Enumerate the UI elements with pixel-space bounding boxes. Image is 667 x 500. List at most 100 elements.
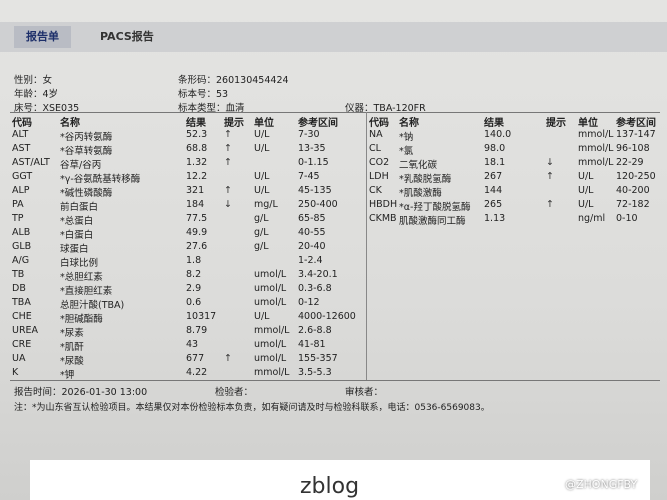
cell-result: 0.6 (186, 297, 202, 308)
cell-result: 1.13 (484, 213, 506, 224)
cell-flag: ↑ (546, 171, 554, 182)
cell-ref: 7-30 (298, 129, 320, 140)
column-header: 单位 (254, 118, 274, 129)
cell-ref: 72-182 (616, 199, 650, 210)
tab-bar (0, 22, 667, 52)
cell-unit: U/L (254, 143, 270, 154)
cell-code: TP (12, 213, 24, 224)
cell-flag: ↑ (546, 199, 554, 210)
cell-ref: 7-45 (298, 171, 320, 182)
cell-ref: 96-108 (616, 143, 650, 154)
column-header: 名称 (60, 118, 80, 129)
cell-code: ALB (12, 227, 31, 238)
column-header: 参考区间 (616, 118, 656, 129)
cell-result: 98.0 (484, 143, 506, 154)
cell-ref: 0-1.15 (298, 157, 329, 168)
cell-code: K (12, 367, 19, 378)
watermark-handle: @ZHONGFBY (565, 478, 638, 491)
cell-unit: U/L (578, 199, 594, 210)
cell-result: 144 (484, 185, 503, 196)
cell-unit: mmol/L (578, 143, 614, 154)
cell-result: 1.32 (186, 157, 208, 168)
cell-ref: 1-2.4 (298, 255, 323, 266)
cell-unit: umol/L (254, 283, 287, 294)
cell-unit: umol/L (254, 339, 287, 350)
cell-name: 肌酸激酶同工酶 (399, 216, 466, 227)
tester: 检验者： (215, 387, 254, 398)
cell-result: 52.3 (186, 129, 208, 140)
cell-code: CO2 (369, 157, 390, 168)
report-time: 报告时间：2026-01-30 13:00 (14, 387, 148, 398)
cell-ref: 0-12 (298, 297, 320, 308)
cell-ref: 3.5-5.3 (298, 367, 332, 378)
cell-name: *钠 (399, 132, 414, 143)
column-header: 名称 (399, 118, 419, 129)
cell-ref: 40-55 (298, 227, 326, 238)
cell-ref: 120-250 (616, 171, 656, 182)
cell-code: UREA (12, 325, 39, 336)
info: 仪器：TBA-120FR (345, 103, 426, 114)
cell-name: 谷草/谷丙 (60, 160, 102, 171)
cell-unit: U/L (578, 185, 594, 196)
cell-result: 2.9 (186, 283, 202, 294)
cell-result: 8.79 (186, 325, 208, 336)
cell-flag: ↑ (224, 143, 232, 154)
cell-result: 184 (186, 199, 205, 210)
tab[interactable]: 报告单 (14, 26, 71, 48)
cell-name: *碱性磷酸酶 (60, 188, 113, 199)
reviewer: 审核者： (345, 387, 384, 398)
cell-code: CHE (12, 311, 32, 322)
cell-name: *钾 (60, 370, 75, 381)
cell-result: 677 (186, 353, 205, 364)
divider (10, 380, 660, 381)
cell-result: 12.2 (186, 171, 208, 182)
cell-name: *总蛋白 (60, 216, 94, 227)
cell-flag: ↓ (224, 199, 232, 210)
cell-result: 49.9 (186, 227, 208, 238)
cell-result: 27.6 (186, 241, 208, 252)
cell-ref: 40-200 (616, 185, 650, 196)
info: 标本号：53 (178, 89, 229, 100)
cell-code: NA (369, 129, 383, 140)
cell-code: DB (12, 283, 26, 294)
cell-unit: g/L (254, 227, 269, 238)
cell-code: A/G (12, 255, 30, 266)
info: 床号：XSE035 (14, 103, 80, 114)
cell-result: 267 (484, 171, 503, 182)
tab[interactable]: PACS报告 (100, 30, 154, 43)
column-header: 结果 (484, 118, 504, 129)
cell-name: *谷丙转氨酶 (60, 132, 113, 143)
cell-name: 前白蛋白 (60, 202, 99, 213)
cell-name: 球蛋白 (60, 244, 89, 255)
cell-flag: ↑ (224, 157, 232, 168)
cell-flag: ↑ (224, 353, 232, 364)
watermark-site: zblog (300, 474, 360, 499)
column-header: 提示 (224, 118, 244, 129)
cell-ref: 45-135 (298, 185, 332, 196)
cell-unit: g/L (254, 213, 269, 224)
column-header: 提示 (546, 118, 566, 129)
cell-code: TB (12, 269, 25, 280)
cell-ref: 3.4-20.1 (298, 269, 338, 280)
cell-name: 二氧化碳 (399, 160, 438, 171)
cell-result: 140.0 (484, 129, 512, 140)
cell-unit: umol/L (254, 269, 287, 280)
info: 条形码：260130454424 (178, 75, 289, 86)
divider (366, 112, 367, 380)
cell-code: CL (369, 143, 381, 154)
cell-unit: mmol/L (578, 129, 614, 140)
cell-unit: U/L (254, 185, 270, 196)
cell-ref: 65-85 (298, 213, 326, 224)
column-header: 结果 (186, 118, 206, 129)
cell-unit: U/L (254, 171, 270, 182)
cell-unit: ng/ml (578, 213, 606, 224)
cell-result: 77.5 (186, 213, 208, 224)
cell-result: 8.2 (186, 269, 202, 280)
cell-code: GGT (12, 171, 33, 182)
cell-result: 10317 (186, 311, 217, 322)
cell-code: GLB (12, 241, 32, 252)
cell-ref: 155-357 (298, 353, 338, 364)
cell-ref: 2.6-8.8 (298, 325, 332, 336)
cell-name: *胆碱酯酶 (60, 314, 103, 325)
